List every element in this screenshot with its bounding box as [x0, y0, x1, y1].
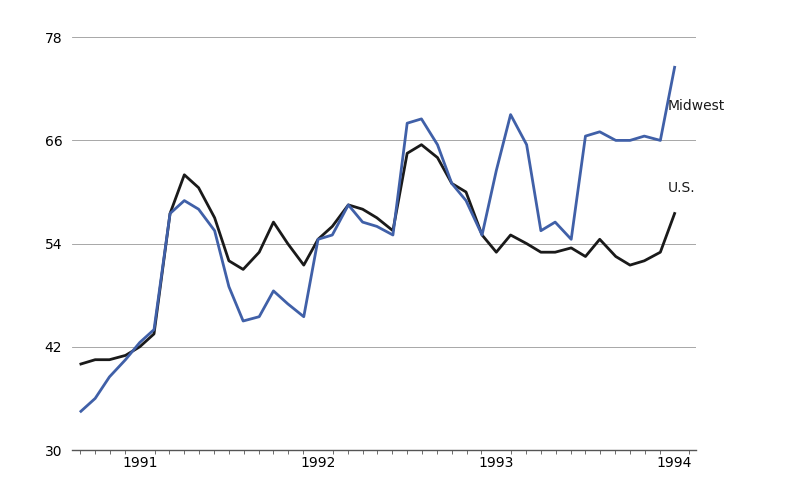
Text: Midwest: Midwest [667, 99, 725, 113]
Text: U.S.: U.S. [667, 180, 695, 194]
